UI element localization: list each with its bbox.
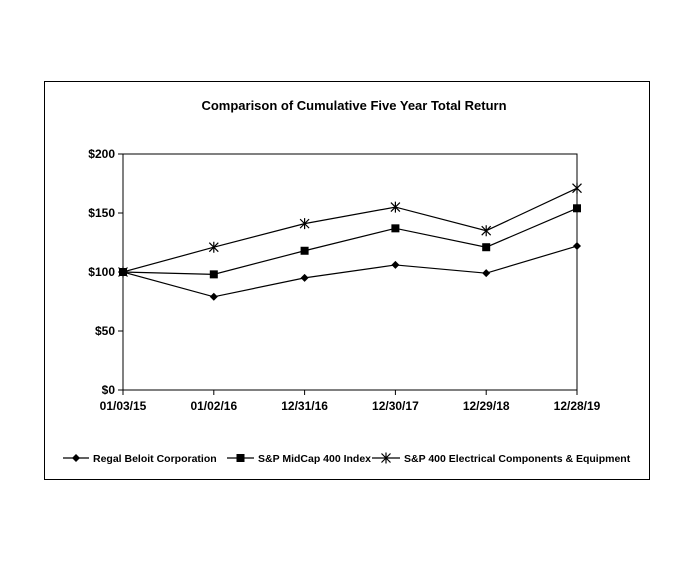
legend-item: S&P MidCap 400 Index bbox=[227, 453, 371, 465]
legend-label: S&P 400 Electrical Components & Equipmen… bbox=[404, 453, 631, 465]
data-point bbox=[482, 243, 491, 252]
x-tick-label: 01/03/15 bbox=[100, 399, 147, 413]
y-tick-label: $150 bbox=[88, 206, 115, 220]
data-point bbox=[573, 242, 581, 251]
x-tick-label: 12/28/19 bbox=[554, 399, 601, 413]
series-3 bbox=[118, 182, 582, 278]
data-point bbox=[209, 292, 218, 301]
legend-marker bbox=[381, 452, 391, 464]
series-line bbox=[122, 207, 578, 275]
data-point bbox=[391, 260, 400, 269]
data-point bbox=[573, 204, 581, 213]
data-point bbox=[391, 224, 400, 233]
x-tick-label: 01/02/16 bbox=[190, 399, 237, 413]
series-line bbox=[122, 245, 578, 298]
data-point bbox=[390, 201, 401, 213]
chart-frame: Comparison of Cumulative Five Year Total… bbox=[44, 81, 650, 480]
y-tick-label: $0 bbox=[102, 383, 116, 397]
series-1 bbox=[119, 242, 581, 301]
y-tick-label: $200 bbox=[88, 147, 115, 161]
line-chart: Comparison of Cumulative Five Year Total… bbox=[63, 98, 631, 465]
data-point bbox=[300, 246, 309, 255]
legend-marker bbox=[72, 454, 80, 462]
data-point bbox=[299, 218, 310, 230]
y-tick-label: $100 bbox=[88, 265, 115, 279]
legend-label: Regal Beloit Corporation bbox=[93, 453, 217, 465]
x-tick-label: 12/31/16 bbox=[281, 399, 328, 413]
legend-marker bbox=[236, 454, 245, 462]
data-point bbox=[209, 270, 218, 279]
x-tick-label: 12/30/17 bbox=[372, 399, 419, 413]
data-point bbox=[572, 182, 582, 194]
legend-item: S&P 400 Electrical Components & Equipmen… bbox=[372, 452, 631, 465]
y-tick-label: $50 bbox=[95, 324, 115, 338]
chart-title: Comparison of Cumulative Five Year Total… bbox=[201, 98, 506, 113]
x-tick-label: 12/29/18 bbox=[463, 399, 510, 413]
data-point bbox=[482, 269, 491, 278]
legend-item: Regal Beloit Corporation bbox=[63, 453, 217, 465]
legend-label: S&P MidCap 400 Index bbox=[258, 453, 371, 465]
data-point bbox=[208, 241, 219, 253]
series-line bbox=[122, 187, 578, 273]
data-point bbox=[300, 273, 309, 282]
data-point bbox=[118, 266, 128, 278]
data-point bbox=[481, 225, 492, 237]
